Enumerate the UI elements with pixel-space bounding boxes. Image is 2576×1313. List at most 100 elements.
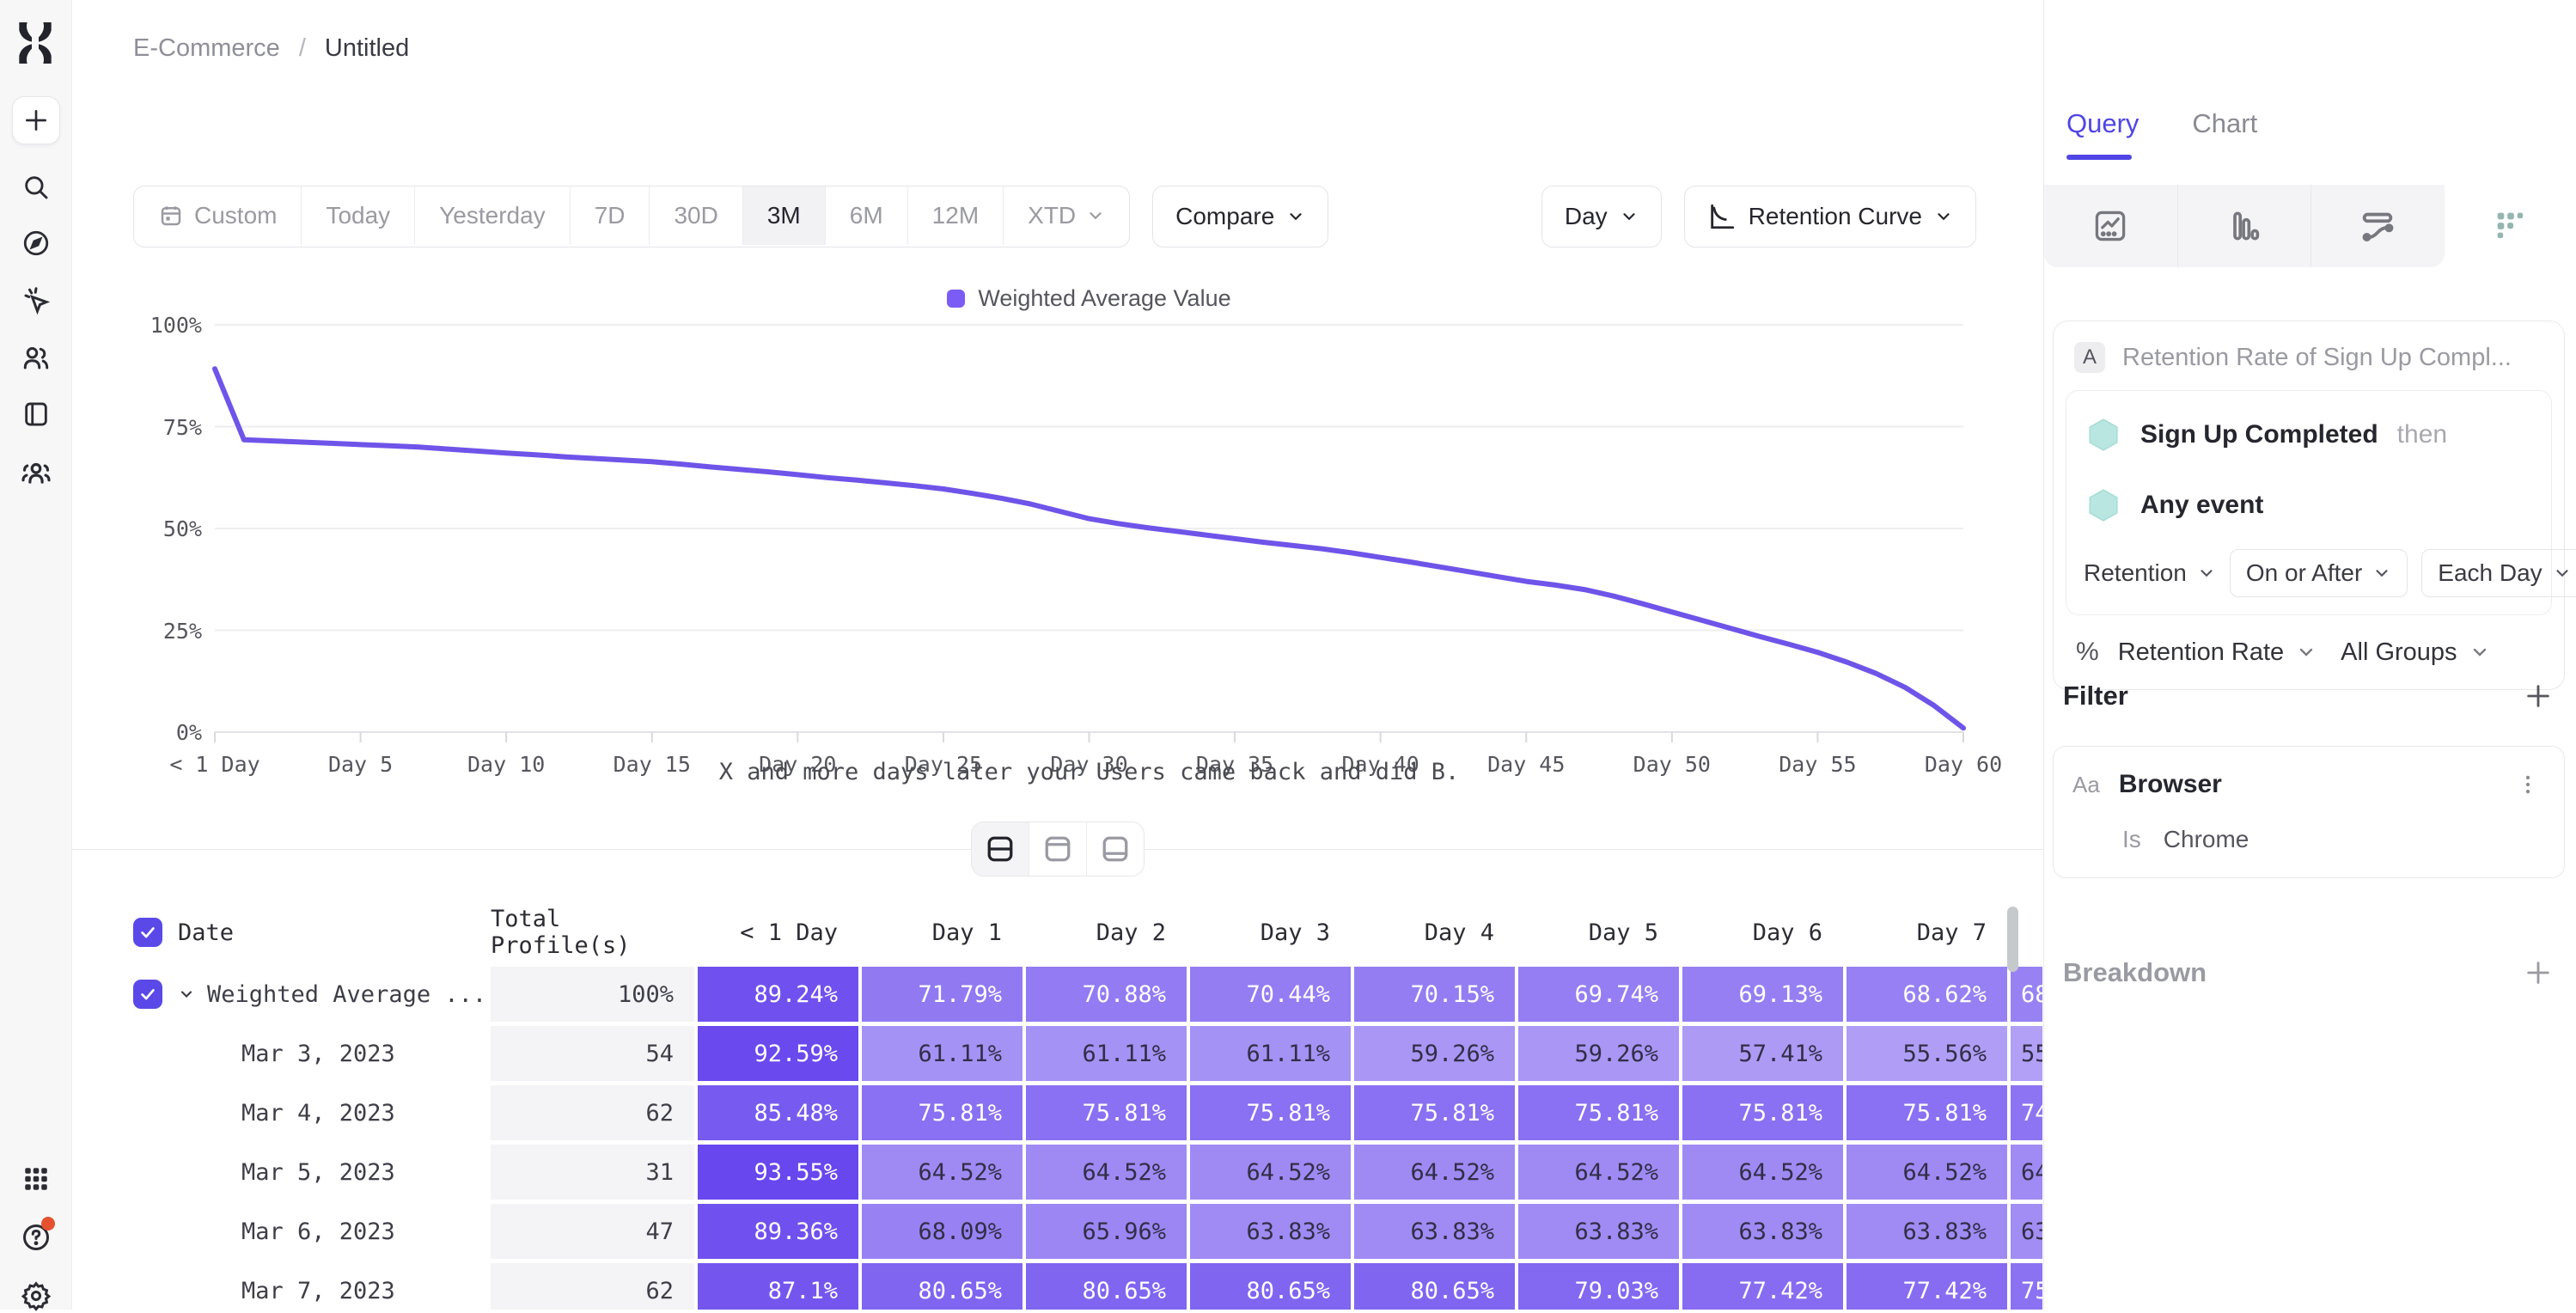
- retention-cell: 89.24%: [698, 967, 858, 1022]
- settings-gear-icon[interactable]: [19, 1279, 53, 1313]
- retention-cell: 69.13%: [1682, 967, 1843, 1022]
- retention-cell: 75.81%: [1026, 1085, 1187, 1140]
- range-yesterday[interactable]: Yesterday: [414, 186, 570, 245]
- retention-cell: 75.81%: [862, 1085, 1022, 1140]
- event-step[interactable]: Any event: [2066, 470, 2551, 540]
- retention-cell: 64.52%: [1354, 1145, 1515, 1200]
- users-icon[interactable]: [19, 340, 53, 375]
- retention-cell: 64.52%: [1847, 1145, 2007, 1200]
- table-scrollbar-thumb[interactable]: [2007, 907, 2018, 972]
- retention-cell: 75.81%: [1682, 1085, 1843, 1140]
- breadcrumb-report-title[interactable]: Untitled: [325, 34, 409, 63]
- flow-tab[interactable]: [2311, 185, 2445, 267]
- query-title[interactable]: Retention Rate of Sign Up Compl...: [2122, 344, 2512, 372]
- range-custom[interactable]: Custom: [134, 186, 301, 245]
- layout-toggle: [971, 821, 1145, 876]
- breakdown-section-header: Breakdown: [2063, 956, 2555, 990]
- retention-cell: 77.42%: [1682, 1263, 1843, 1310]
- retention-cell-clipped: 55: [2011, 1026, 2042, 1081]
- actions-cursor-icon[interactable]: [19, 284, 53, 318]
- retention-cell: 75.81%: [1518, 1085, 1679, 1140]
- apps-grid-icon[interactable]: [19, 1162, 53, 1196]
- total-profiles-cell: 62: [491, 1085, 694, 1140]
- retention-cell: 79.03%: [1518, 1263, 1679, 1310]
- retention-cell: 63.83%: [1190, 1204, 1351, 1259]
- filter-operator[interactable]: Is: [2122, 826, 2141, 853]
- filter-property[interactable]: Browser: [2119, 770, 2492, 799]
- retention-cell: 85.48%: [698, 1085, 858, 1140]
- notification-dot: [41, 1217, 55, 1231]
- split-view-button[interactable]: [972, 822, 1029, 876]
- filter-kebab-icon[interactable]: [2511, 767, 2545, 802]
- retention-cell: 64.52%: [1682, 1145, 1843, 1200]
- granularity-dropdown[interactable]: Day: [1541, 186, 1662, 247]
- retention-tab[interactable]: [2445, 185, 2576, 267]
- app-logo[interactable]: [12, 19, 58, 67]
- select-all-checkbox[interactable]: [133, 918, 162, 947]
- compass-icon[interactable]: [19, 226, 53, 260]
- row-checkbox[interactable]: [133, 980, 162, 1009]
- compare-button[interactable]: Compare: [1152, 186, 1328, 247]
- column-header: Day 3: [1190, 907, 1351, 958]
- filter-value[interactable]: Chrome: [2164, 826, 2249, 853]
- range-7d[interactable]: 7D: [570, 186, 650, 245]
- column-header: Day 7: [1847, 907, 2007, 958]
- expand-row-chevron[interactable]: [178, 986, 195, 1003]
- on-or-after-dropdown[interactable]: On or After: [2230, 549, 2408, 597]
- total-profiles-cell: 47: [491, 1204, 694, 1259]
- retention-cell: 63.83%: [1354, 1204, 1515, 1259]
- panel-tab-chart[interactable]: Chart: [2192, 108, 2257, 160]
- search-icon[interactable]: [19, 170, 53, 205]
- measure-dropdown[interactable]: Retention Rate: [2118, 638, 2284, 667]
- add-breakdown-icon[interactable]: [2521, 956, 2555, 990]
- groups-dropdown[interactable]: All Groups: [2341, 638, 2457, 667]
- table-row: Weighted Average ...100%89.24%71.79%70.8…: [133, 967, 2043, 1022]
- range-12m[interactable]: 12M: [907, 186, 1003, 245]
- breadcrumb: E-Commerce / Untitled: [133, 0, 409, 97]
- property-type-label: Aa: [2072, 772, 2100, 798]
- chart-only-view-button[interactable]: [1029, 822, 1086, 876]
- add-filter-icon[interactable]: [2521, 679, 2555, 713]
- help-icon[interactable]: [19, 1220, 53, 1255]
- retention-cell-clipped: 74: [2011, 1085, 2042, 1140]
- retention-cell: 92.59%: [698, 1026, 858, 1081]
- chart-type-dropdown[interactable]: Retention Curve: [1684, 186, 1976, 247]
- notebook-icon[interactable]: [19, 397, 53, 431]
- retention-cell: 63.83%: [1518, 1204, 1679, 1259]
- retention-cell: 64.52%: [1190, 1145, 1351, 1200]
- table-only-view-button[interactable]: [1086, 822, 1144, 876]
- retention-cell: 69.74%: [1518, 967, 1679, 1022]
- retention-cell: 80.65%: [1026, 1263, 1187, 1310]
- retention-cell: 70.88%: [1026, 967, 1187, 1022]
- breadcrumb-workspace[interactable]: E-Commerce: [133, 34, 280, 63]
- left-sidebar: [0, 0, 72, 1310]
- query-card: A Retention Rate of Sign Up Compl... Sig…: [2053, 321, 2565, 690]
- y-tick-label: 25%: [71, 619, 202, 644]
- each-day-dropdown[interactable]: Each Day: [2421, 549, 2576, 597]
- funnel-bars-tab[interactable]: [2178, 185, 2312, 267]
- total-profiles-cell: 31: [491, 1145, 694, 1200]
- query-panel: Query Chart A Retention Rate of Sign Up C…: [2043, 0, 2576, 1310]
- retention-cell: 64.52%: [1518, 1145, 1679, 1200]
- retention-cell: 61.11%: [1190, 1026, 1351, 1081]
- column-header[interactable]: Date: [133, 907, 487, 958]
- audience-group-icon[interactable]: [19, 455, 53, 490]
- range-today[interactable]: Today: [301, 186, 414, 245]
- insights-chart-tab[interactable]: [2044, 185, 2178, 267]
- new-report-button[interactable]: [12, 96, 60, 144]
- panel-tab-query[interactable]: Query: [2066, 108, 2139, 160]
- range-xtd[interactable]: XTD: [1003, 186, 1129, 245]
- retention-dropdown[interactable]: Retention: [2084, 559, 2216, 587]
- column-header: Day 4: [1354, 907, 1515, 958]
- range-6m[interactable]: 6M: [825, 186, 907, 245]
- range-30d[interactable]: 30D: [649, 186, 742, 245]
- chart-legend: Weighted Average Value: [215, 285, 1963, 312]
- retention-cell: 70.15%: [1354, 967, 1515, 1022]
- legend-label: Weighted Average Value: [978, 285, 1230, 312]
- column-header: < 1 Day: [698, 907, 858, 958]
- range-3m[interactable]: 3M: [742, 186, 825, 245]
